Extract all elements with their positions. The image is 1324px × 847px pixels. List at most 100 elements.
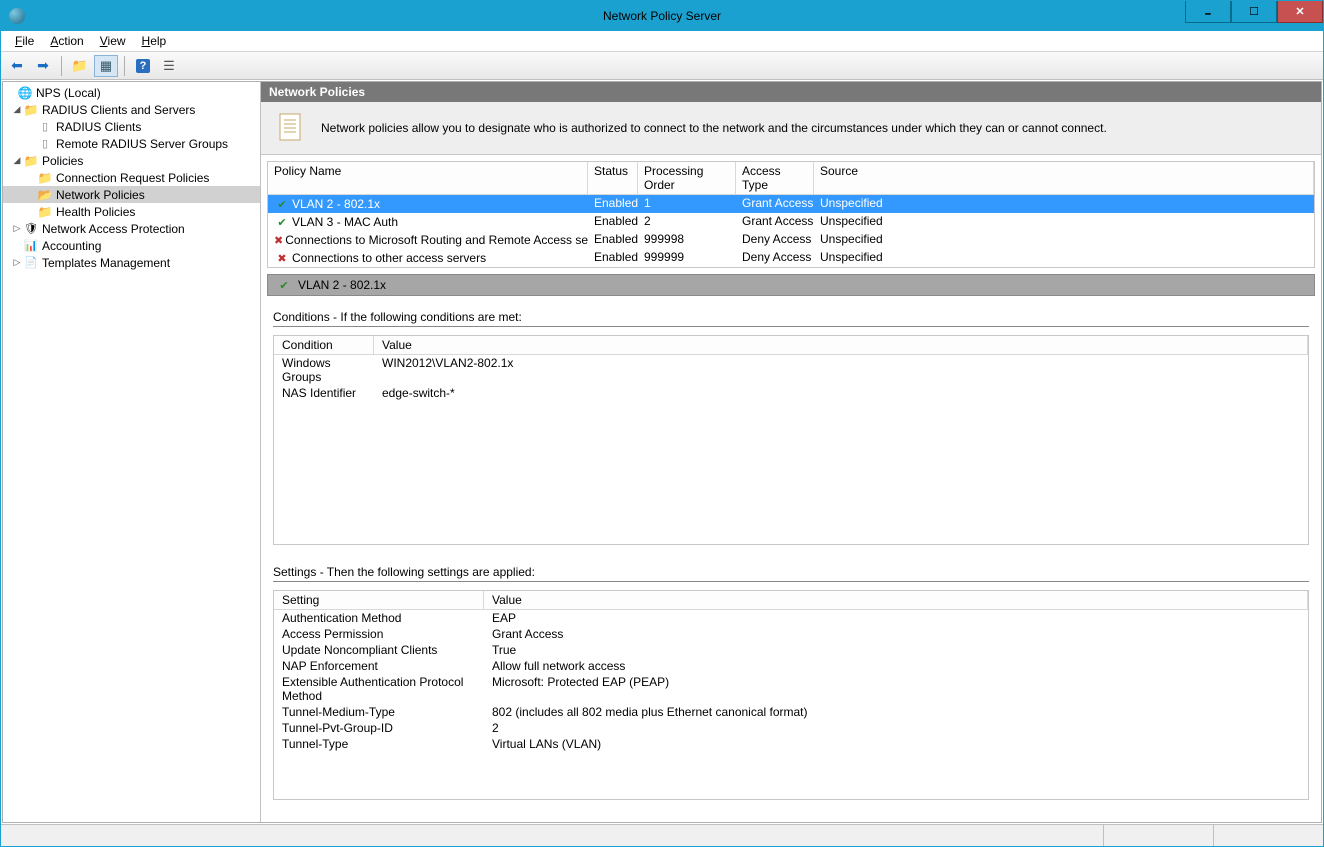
nav-forward-icon[interactable] xyxy=(31,55,55,77)
folder-icon xyxy=(23,153,39,169)
policy-order: 1 xyxy=(638,195,736,213)
policy-access: Deny Access xyxy=(736,249,814,267)
setting-value: True xyxy=(484,642,1308,658)
tree-conn-req[interactable]: Connection Request Policies xyxy=(3,169,260,186)
tree-radius-clients[interactable]: RADIUS Clients xyxy=(3,118,260,135)
properties-icon[interactable] xyxy=(68,55,92,77)
col-value[interactable]: Value xyxy=(484,591,1308,610)
policy-deny-icon xyxy=(274,232,283,248)
condition-name: NAS Identifier xyxy=(274,385,374,401)
setting-value: Grant Access xyxy=(484,626,1308,642)
policy-status: Enabled xyxy=(588,195,638,213)
template-icon xyxy=(23,255,39,271)
menu-view[interactable]: View xyxy=(92,32,134,50)
setting-row[interactable]: NAP EnforcementAllow full network access xyxy=(274,658,1308,674)
folder-icon xyxy=(37,170,53,186)
policy-row[interactable]: Connections to Microsoft Routing and Rem… xyxy=(268,231,1314,249)
menu-help[interactable]: Help xyxy=(134,32,175,50)
toolbar-separator xyxy=(124,56,125,76)
setting-name: Tunnel-Pvt-Group-ID xyxy=(274,720,484,736)
col-condition[interactable]: Condition xyxy=(274,336,374,355)
tree-label: Network Policies xyxy=(56,188,145,202)
body: NPS (Local) ◢ RADIUS Clients and Servers… xyxy=(1,80,1323,824)
tree-network-policies[interactable]: Network Policies xyxy=(3,186,260,203)
policy-ok-icon xyxy=(276,277,292,293)
expander-icon[interactable]: ◢ xyxy=(11,155,23,166)
setting-row[interactable]: Tunnel-Medium-Type802 (includes all 802 … xyxy=(274,704,1308,720)
conditions-header: Condition Value xyxy=(274,336,1308,355)
help-icon[interactable] xyxy=(131,55,155,77)
expander-icon[interactable]: ◢ xyxy=(11,104,23,115)
policy-status: Enabled xyxy=(588,213,638,231)
col-source[interactable]: Source xyxy=(814,162,1314,195)
titlebar: Network Policy Server xyxy=(1,1,1323,31)
view-panes-icon[interactable] xyxy=(94,55,118,77)
col-access[interactable]: Access Type xyxy=(736,162,814,195)
tree-label: Health Policies xyxy=(56,205,135,219)
col-status[interactable]: Status xyxy=(588,162,638,195)
setting-value: Microsoft: Protected EAP (PEAP) xyxy=(484,674,1308,704)
statusbar xyxy=(1,824,1323,846)
setting-row[interactable]: Access PermissionGrant Access xyxy=(274,626,1308,642)
policy-row[interactable]: Connections to other access servers Enab… xyxy=(268,249,1314,267)
tree-nap[interactable]: ▷ Network Access Protection xyxy=(3,220,260,237)
setting-row[interactable]: Authentication MethodEAP xyxy=(274,610,1308,626)
setting-row[interactable]: Update Noncompliant ClientsTrue xyxy=(274,642,1308,658)
setting-name: Tunnel-Medium-Type xyxy=(274,704,484,720)
policy-source: Unspecified xyxy=(814,249,1314,267)
policy-name: VLAN 2 - 802.1x xyxy=(292,197,380,211)
policy-status: Enabled xyxy=(588,249,638,267)
tree-label: Network Access Protection xyxy=(42,222,185,236)
tree-remote-groups[interactable]: Remote RADIUS Server Groups xyxy=(3,135,260,152)
expander-icon[interactable]: ▷ xyxy=(11,257,23,268)
condition-name: Windows Groups xyxy=(274,355,374,385)
condition-row[interactable]: Windows GroupsWIN2012\VLAN2-802.1x xyxy=(274,355,1308,385)
tree-root[interactable]: NPS (Local) xyxy=(3,84,260,101)
tree-label: Policies xyxy=(42,154,83,168)
statusbar-cell xyxy=(1103,825,1213,846)
policy-order: 999999 xyxy=(638,249,736,267)
condition-value: WIN2012\VLAN2-802.1x xyxy=(374,355,1308,385)
nav-back-icon[interactable] xyxy=(5,55,29,77)
policy-row[interactable]: VLAN 2 - 802.1x Enabled 1 Grant Access U… xyxy=(268,195,1314,213)
setting-value: Allow full network access xyxy=(484,658,1308,674)
col-order[interactable]: Processing Order xyxy=(638,162,736,195)
tree-templates[interactable]: ▷ Templates Management xyxy=(3,254,260,271)
folder-icon xyxy=(37,204,53,220)
tree-radius-parent[interactable]: ◢ RADIUS Clients and Servers xyxy=(3,101,260,118)
tree-label: Accounting xyxy=(42,239,101,253)
tree-health-policies[interactable]: Health Policies xyxy=(3,203,260,220)
policy-ok-icon xyxy=(274,214,290,230)
setting-value: 2 xyxy=(484,720,1308,736)
tree-accounting[interactable]: Accounting xyxy=(3,237,260,254)
toolbar-separator xyxy=(61,56,62,76)
policy-access: Grant Access xyxy=(736,195,814,213)
policy-access: Grant Access xyxy=(736,213,814,231)
col-setting[interactable]: Setting xyxy=(274,591,484,610)
col-value[interactable]: Value xyxy=(374,336,1308,355)
setting-row[interactable]: Extensible Authentication Protocol Metho… xyxy=(274,674,1308,704)
expander-icon[interactable]: ▷ xyxy=(11,223,23,234)
policy-order: 999998 xyxy=(638,231,736,249)
folder-open-icon xyxy=(37,187,53,203)
policy-row[interactable]: VLAN 3 - MAC Auth Enabled 2 Grant Access… xyxy=(268,213,1314,231)
setting-name: Access Permission xyxy=(274,626,484,642)
policy-order: 2 xyxy=(638,213,736,231)
tree-policies[interactable]: ◢ Policies xyxy=(3,152,260,169)
condition-row[interactable]: NAS Identifieredge-switch-* xyxy=(274,385,1308,401)
view-list-icon[interactable] xyxy=(157,55,181,77)
tree-label: Remote RADIUS Server Groups xyxy=(56,137,228,151)
app-window: Network Policy Server File Action View H… xyxy=(0,0,1324,847)
window-title: Network Policy Server xyxy=(1,9,1323,23)
menu-file[interactable]: File xyxy=(7,32,42,50)
policy-ok-icon xyxy=(274,196,290,212)
setting-row[interactable]: Tunnel-TypeVirtual LANs (VLAN) xyxy=(274,736,1308,752)
info-text: Network policies allow you to designate … xyxy=(321,121,1107,135)
nav-tree[interactable]: NPS (Local) ◢ RADIUS Clients and Servers… xyxy=(3,82,261,822)
policy-source: Unspecified xyxy=(814,213,1314,231)
chart-icon xyxy=(23,238,39,254)
menu-action[interactable]: Action xyxy=(42,32,91,50)
setting-row[interactable]: Tunnel-Pvt-Group-ID2 xyxy=(274,720,1308,736)
col-policy-name[interactable]: Policy Name xyxy=(268,162,588,195)
policy-name: VLAN 3 - MAC Auth xyxy=(292,215,398,229)
